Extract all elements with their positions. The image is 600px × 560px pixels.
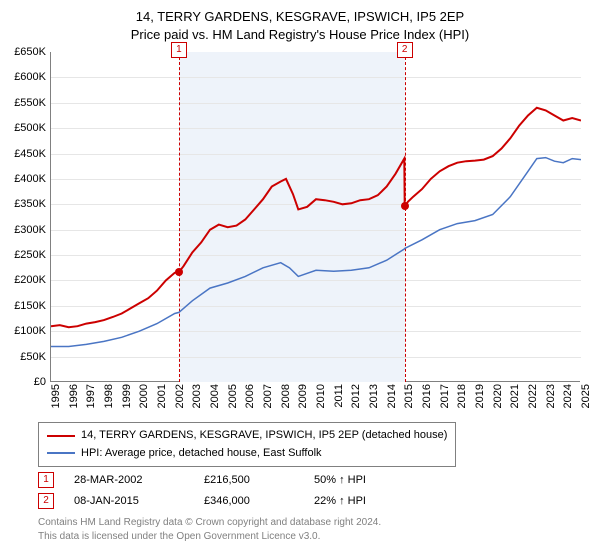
x-tick-label: 1998 — [103, 384, 115, 408]
x-tick-label: 2005 — [227, 384, 239, 408]
y-tick-label: £450K — [14, 148, 46, 160]
sale-marker: 2 — [397, 42, 413, 58]
attribution: Contains HM Land Registry data © Crown c… — [38, 516, 381, 544]
series-hpi — [51, 158, 581, 347]
sale-dot — [401, 202, 409, 210]
chart: 12 £0£50K£100K£150K£200K£250K£300K£350K£… — [50, 52, 580, 382]
x-tick-label: 2011 — [333, 384, 345, 408]
y-tick-label: £300K — [14, 224, 46, 236]
y-tick-label: £50K — [20, 351, 46, 363]
x-tick-label: 2008 — [280, 384, 292, 408]
x-tick-label: 2021 — [509, 384, 521, 408]
y-tick-label: £550K — [14, 97, 46, 109]
x-tick-label: 2004 — [209, 384, 221, 408]
sale-marker: 1 — [171, 42, 187, 58]
plot-area: 12 — [50, 52, 580, 382]
sale-index: 2 — [38, 493, 54, 509]
y-tick-label: £150K — [14, 300, 46, 312]
x-tick-label: 2001 — [156, 384, 168, 408]
sale-dot — [175, 268, 183, 276]
x-tick-label: 2013 — [368, 384, 380, 408]
x-tick-label: 2012 — [350, 384, 362, 408]
y-tick-label: £0 — [34, 376, 46, 388]
y-tick-label: £250K — [14, 249, 46, 261]
x-tick-label: 1996 — [68, 384, 80, 408]
y-tick-label: £350K — [14, 198, 46, 210]
attribution-line: This data is licensed under the Open Gov… — [38, 530, 381, 544]
x-tick-label: 2017 — [439, 384, 451, 408]
x-tick-label: 2016 — [421, 384, 433, 408]
x-tick-label: 2024 — [562, 384, 574, 408]
legend-item: HPI: Average price, detached house, East… — [47, 445, 447, 463]
legend-label: 14, TERRY GARDENS, KESGRAVE, IPSWICH, IP… — [81, 427, 447, 445]
sale-hpi: 22% ↑ HPI — [314, 491, 366, 512]
title-address: 14, TERRY GARDENS, KESGRAVE, IPSWICH, IP… — [0, 8, 600, 26]
x-tick-label: 2007 — [262, 384, 274, 408]
x-tick-label: 2018 — [456, 384, 468, 408]
x-tick-label: 1995 — [50, 384, 62, 408]
sale-hpi: 50% ↑ HPI — [314, 470, 366, 491]
x-tick-label: 2003 — [191, 384, 203, 408]
x-tick-label: 2025 — [580, 384, 592, 408]
y-tick-label: £650K — [14, 46, 46, 58]
sale-price: £346,000 — [204, 491, 294, 512]
x-tick-label: 2020 — [492, 384, 504, 408]
x-tick-label: 2015 — [403, 384, 415, 408]
y-tick-label: £200K — [14, 274, 46, 286]
legend: 14, TERRY GARDENS, KESGRAVE, IPSWICH, IP… — [38, 422, 456, 467]
y-tick-label: £500K — [14, 122, 46, 134]
sale-row: 2 08-JAN-2015 £346,000 22% ↑ HPI — [38, 491, 366, 512]
x-tick-label: 2009 — [297, 384, 309, 408]
x-tick-label: 2006 — [244, 384, 256, 408]
y-tick-label: £600K — [14, 71, 46, 83]
legend-swatch — [47, 435, 75, 437]
x-tick-label: 2022 — [527, 384, 539, 408]
sale-date: 28-MAR-2002 — [74, 470, 184, 491]
legend-swatch — [47, 452, 75, 454]
x-tick-label: 2014 — [386, 384, 398, 408]
sale-date: 08-JAN-2015 — [74, 491, 184, 512]
x-tick-label: 2023 — [545, 384, 557, 408]
title-subtitle: Price paid vs. HM Land Registry's House … — [0, 26, 600, 44]
line-series — [51, 52, 581, 382]
sales-table: 1 28-MAR-2002 £216,500 50% ↑ HPI 2 08-JAN-201… — [38, 470, 366, 512]
x-tick-label: 1997 — [85, 384, 97, 408]
y-tick-label: £100K — [14, 325, 46, 337]
attribution-line: Contains HM Land Registry data © Crown c… — [38, 516, 381, 530]
x-tick-label: 2019 — [474, 384, 486, 408]
series-price_paid — [51, 108, 581, 327]
legend-item: 14, TERRY GARDENS, KESGRAVE, IPSWICH, IP… — [47, 427, 447, 445]
x-tick-label: 1999 — [121, 384, 133, 408]
sale-price: £216,500 — [204, 470, 294, 491]
sale-row: 1 28-MAR-2002 £216,500 50% ↑ HPI — [38, 470, 366, 491]
legend-label: HPI: Average price, detached house, East… — [81, 445, 322, 463]
sale-index: 1 — [38, 472, 54, 488]
y-tick-label: £400K — [14, 173, 46, 185]
x-tick-label: 2010 — [315, 384, 327, 408]
x-tick-label: 2000 — [138, 384, 150, 408]
x-tick-label: 2002 — [174, 384, 186, 408]
